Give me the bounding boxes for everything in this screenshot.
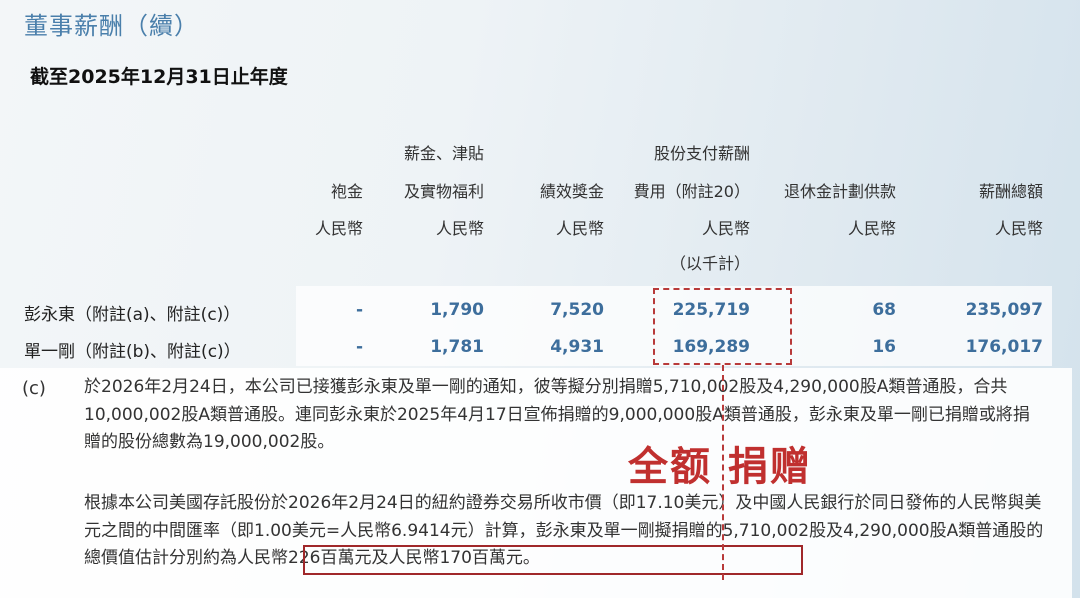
highlight-box — [303, 545, 803, 575]
table-cell: 1,781 — [430, 337, 484, 357]
column-header-line: 人民幣 — [555, 219, 604, 238]
row-label: 單一剛（附註(b)、附註(c)） — [24, 342, 241, 362]
column-header-line: 袍金 — [330, 181, 363, 201]
note-paragraph-2: 根據本公司美國存託股份於2026年2月24日的紐約證券交易所收市價（即17.10… — [84, 490, 1044, 573]
column-header-line: 人民幣 — [701, 219, 750, 238]
table-cell: 68 — [872, 300, 896, 320]
column-header-line: 人民幣 — [435, 219, 484, 238]
table-cell: 1,790 — [430, 300, 484, 320]
table-cell: 235,097 — [965, 300, 1043, 320]
table-cell: 225,719 — [672, 300, 750, 320]
column-header-line: 人民幣 — [314, 219, 363, 238]
note-label: (c) — [22, 378, 46, 399]
dashed-connector-line — [722, 365, 724, 580]
table-cell: - — [355, 337, 363, 357]
row-label: 彭永東（附註(a)、附註(c)） — [24, 305, 241, 325]
column-header-line: 及實物福利 — [403, 181, 484, 201]
unit-note: （以千計） — [669, 254, 750, 273]
column-header-line: 費用（附註20） — [633, 181, 750, 201]
column-header-line: 薪金、津貼 — [403, 144, 484, 163]
table-cell: 176,017 — [965, 337, 1043, 357]
page-title: 董事薪酬（續） — [24, 12, 199, 40]
table-cell: 169,289 — [672, 337, 750, 357]
table-cell: 16 — [872, 337, 896, 357]
column-header-line: 退休金計劃供款 — [783, 181, 896, 201]
note-paragraph-2-text: 根據本公司美國存託股份於2026年2月24日的紐約證券交易所收市價（即17.10… — [84, 493, 1044, 541]
notes-section — [0, 368, 1072, 598]
column-header-line: 股份支付薪酬 — [653, 144, 750, 163]
note-highlight-text: 總價值估計分別約為人民幣226百萬元及人民幣170百萬元。 — [84, 548, 540, 568]
column-header-line: 薪酬總額 — [978, 181, 1043, 201]
column-header-line: 人民幣 — [994, 219, 1043, 238]
note-paragraph-1: 於2026年2月24日，本公司已接獲彭永東及單一剛的通知，彼等擬分別捐贈5,71… — [84, 377, 1030, 452]
table-cell: 4,931 — [550, 337, 604, 357]
table-cell: - — [355, 300, 363, 320]
table-cell: 7,520 — [550, 300, 604, 320]
annotation-text: 全额 捐赠 — [628, 444, 812, 490]
column-header-line: 績效獎金 — [539, 181, 604, 201]
table-body-bg — [296, 286, 1052, 366]
dashed-highlight-box — [653, 288, 792, 365]
period-subtitle: 截至2025年12月31日止年度 — [30, 66, 288, 88]
column-header-line: 人民幣 — [847, 219, 896, 238]
